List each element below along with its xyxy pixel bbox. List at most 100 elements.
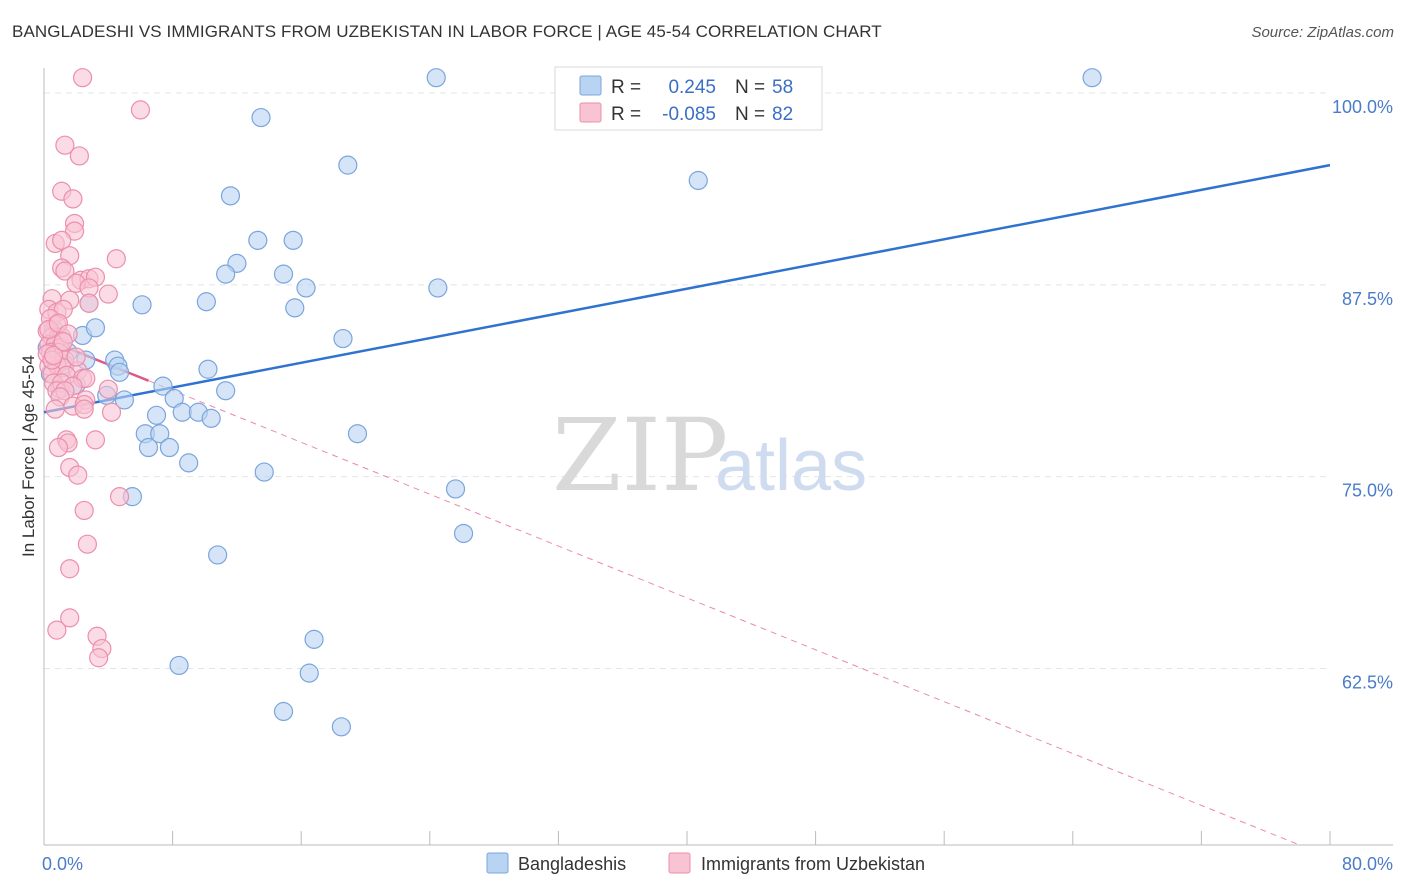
point-pink-64: [68, 465, 88, 485]
point-pink-0: [72, 68, 93, 88]
stats-r-value-pink: -0.085: [662, 104, 716, 125]
point-blue-40: [159, 437, 179, 458]
point-blue-43: [445, 479, 466, 499]
point-blue-1: [1082, 68, 1102, 88]
point-pink-81: [53, 332, 73, 352]
point-pink-19: [98, 284, 118, 304]
stats-r-label-blue: R =: [611, 77, 641, 98]
point-blue-48: [169, 655, 189, 676]
y-tick-labels: 100.0% 87.5% 75.0% 62.5%: [1332, 97, 1393, 692]
point-blue-12: [428, 278, 448, 298]
y-tick-label-1: 87.5%: [1342, 289, 1393, 309]
point-blue-35: [201, 408, 221, 428]
legend-label-uzbekistan: Immigrants from Uzbekistan: [701, 854, 925, 874]
watermark: ZIP atlas: [552, 397, 867, 514]
point-pink-70: [47, 620, 67, 640]
stats-n-label-pink: N =: [735, 104, 765, 125]
point-blue-6: [248, 230, 268, 250]
stats-n-value-blue: 58: [772, 77, 793, 98]
point-blue-16: [285, 298, 305, 318]
point-blue-50: [273, 701, 294, 722]
x-tick-labels: 0.0% 80.0%: [42, 854, 1393, 874]
legend-label-bangladeshis: Bangladeshis: [518, 854, 626, 874]
series-blue: [37, 68, 1102, 737]
point-pink-22: [79, 293, 99, 313]
point-blue-11: [296, 278, 316, 298]
watermark-atlas: atlas: [715, 426, 867, 506]
point-blue-46: [208, 545, 228, 565]
legend-swatch-uzbekistan: [668, 852, 691, 874]
stats-swatch-blue: [579, 75, 602, 96]
point-blue-27: [153, 376, 173, 396]
point-blue-38: [347, 424, 368, 444]
point-pink-62: [48, 437, 69, 458]
point-blue-32: [146, 405, 167, 425]
point-blue-7: [283, 230, 303, 250]
point-blue-39: [138, 437, 159, 458]
point-pink-60: [85, 430, 106, 450]
point-pink-13: [55, 261, 75, 281]
point-blue-10: [273, 264, 294, 284]
x-tick-label-0: 0.0%: [42, 854, 83, 874]
point-pink-3: [69, 146, 89, 166]
point-blue-28: [216, 381, 236, 401]
point-pink-68: [60, 559, 80, 579]
point-pink-65: [109, 487, 130, 507]
point-blue-9: [216, 264, 236, 284]
data-points: [37, 68, 1102, 737]
trend-line-pink-extension: [148, 380, 1300, 846]
point-blue-13: [132, 295, 152, 315]
point-pink-51: [98, 379, 118, 399]
point-blue-51: [331, 717, 351, 737]
trend-line-blue: [43, 163, 1331, 414]
point-pink-73: [89, 648, 109, 668]
point-pink-57: [74, 399, 94, 419]
stats-swatch-pink: [579, 102, 602, 123]
point-blue-4: [688, 170, 708, 191]
point-pink-58: [101, 402, 122, 422]
point-blue-37: [150, 424, 170, 444]
point-pink-66: [74, 500, 94, 521]
point-blue-41: [179, 453, 199, 473]
point-pink-2: [55, 135, 75, 155]
stats-r-value-blue: 0.245: [668, 77, 716, 98]
series-legend: Bangladeshis Immigrants from Uzbekistan: [486, 852, 925, 874]
point-pink-5: [63, 189, 83, 209]
point-blue-18: [333, 328, 353, 349]
point-blue-3: [338, 155, 358, 175]
point-pink-80: [66, 347, 86, 367]
point-blue-45: [453, 523, 474, 544]
series-pink: [37, 68, 151, 668]
watermark-zip: ZIP: [552, 397, 728, 514]
y-tick-label-3: 62.5%: [1342, 673, 1393, 693]
x-tick-label-1: 80.0%: [1342, 854, 1393, 874]
point-blue-14: [196, 292, 216, 312]
point-pink-11: [106, 249, 126, 269]
point-pink-67: [77, 534, 98, 554]
point-pink-9: [52, 230, 72, 250]
chart-title: BANGLADESHI VS IMMIGRANTS FROM UZBEKISTA…: [12, 22, 882, 41]
axes: [43, 68, 1393, 846]
y-tick-label-0: 100.0%: [1332, 97, 1393, 117]
y-axis-label: In Labor Force | Age 45-54: [19, 355, 38, 557]
point-blue-33: [172, 402, 192, 422]
grid-lines: [44, 92, 1330, 670]
point-pink-79: [44, 345, 64, 366]
stats-r-label-pink: R =: [611, 104, 641, 125]
point-blue-25: [198, 359, 218, 379]
source-label: Source: ZipAtlas.com: [1251, 24, 1394, 41]
point-blue-2: [251, 107, 271, 128]
point-blue-19: [85, 318, 106, 338]
point-blue-49: [299, 663, 319, 683]
stats-n-label-blue: N =: [735, 77, 765, 98]
stats-legend: R = 0.245 N = 58 R = -0.085 N = 82: [554, 66, 823, 131]
legend-swatch-bangladeshis: [486, 852, 509, 874]
stats-n-value-pink: 82: [772, 104, 793, 125]
y-tick-label-2: 75.0%: [1342, 481, 1393, 501]
point-blue-47: [304, 629, 324, 649]
point-pink-69: [60, 608, 80, 628]
point-pink-1: [130, 100, 151, 120]
point-blue-0: [426, 68, 446, 88]
point-blue-42: [254, 462, 274, 482]
